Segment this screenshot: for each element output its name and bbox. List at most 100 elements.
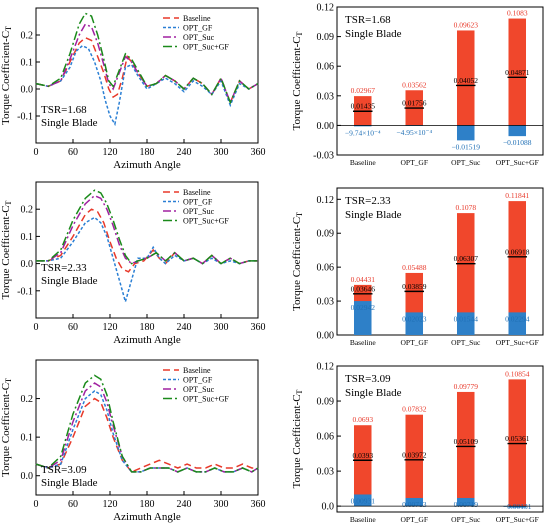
y-tick-label: 0.00	[317, 331, 335, 342]
value-label-mean: 0.01756	[402, 99, 427, 108]
plot-frame	[35, 181, 259, 319]
annotation-tsr: TSR=3.09	[345, 373, 391, 385]
value-label-total: 0.03562	[402, 80, 427, 89]
bar-total	[508, 18, 527, 126]
x-tick-label: 180	[140, 322, 155, 333]
y-tick-label: 0.03	[317, 91, 335, 102]
plot-frame	[336, 6, 544, 156]
value-label-lower: 0.02942	[351, 303, 376, 312]
x-tick-label: 300	[214, 499, 229, 510]
y-tick-label: 0.00	[317, 121, 335, 132]
x-tick-label: 0	[34, 322, 39, 333]
y-tick-label: 0.0	[21, 471, 34, 482]
bar-chart-2-y-axis-label: Torque Coefficient-CT	[291, 389, 304, 488]
legend-entry: OPT_Suc	[183, 385, 215, 394]
y-tick-label: 0.1	[21, 232, 34, 243]
line-chart-1: 0 60 120 180 240 300 360 -0.1 0.0 0.1 0.2 Azimuth A…	[17, 181, 266, 346]
bar-lower	[353, 125, 372, 127]
value-label-total: 0.1083	[507, 9, 528, 18]
annotation-blade: Single Blade	[345, 28, 402, 40]
x-tick-label: 0	[34, 499, 39, 510]
plot-frame	[336, 187, 544, 336]
bar-lower	[353, 494, 372, 507]
value-label-total: 0.07832	[402, 405, 427, 414]
bar-total	[353, 425, 372, 507]
y-tick-label: 0.1	[21, 58, 34, 69]
category-label: OPT_GF	[400, 338, 428, 347]
legend-entry: OPT_GF	[183, 198, 213, 207]
y-tick-label: 0.06	[317, 62, 335, 73]
x-tick-label: 300	[214, 322, 229, 333]
y-tick-label: 0.06	[317, 263, 335, 274]
annotation-tsr: TSR=2.33	[345, 195, 391, 207]
annotation-blade: Single Blade	[345, 209, 402, 221]
y-tick-label: 0.03	[317, 467, 335, 478]
x-tick-label: 60	[68, 147, 78, 158]
legend-entry: OPT_Suc+GF	[183, 395, 229, 404]
category-label: OPT_Suc	[451, 515, 481, 524]
y-tick-label: 0.09	[317, 32, 335, 43]
series-line-opt-gf	[36, 216, 258, 305]
legend-entry: Baseline	[183, 366, 211, 375]
y-tick-label: 0.12	[317, 362, 335, 373]
y-tick-label: -0.1	[17, 286, 33, 297]
bar-lower	[405, 312, 424, 335]
category-label: OPT_GF	[400, 158, 428, 167]
bar-lower	[405, 497, 424, 507]
x-axis-label: Azimuth Angle	[113, 511, 181, 523]
x-axis-label: Azimuth Angle	[113, 159, 181, 171]
series-line-opt-suc-gf	[35, 12, 259, 105]
category-label: Baseline	[350, 338, 376, 347]
annotation-tsr: TSR=3.09	[41, 464, 87, 476]
x-tick-label: 360	[251, 322, 266, 333]
value-label-mean: 0.06918	[505, 247, 530, 256]
value-label-lower: 0.00931	[351, 496, 376, 505]
bar-chart-1-y-axis-label: Torque Coefficient-CT	[291, 212, 304, 311]
value-label-lower: 0.00713	[402, 500, 427, 509]
category-label: OPT_GF	[400, 515, 428, 524]
value-label-mean: 0.06307	[454, 254, 479, 263]
y-tick-label: 0.0	[322, 502, 335, 513]
x-axis-label: Azimuth Angle	[113, 334, 181, 346]
y-tick-label: 0.1	[21, 433, 34, 444]
bar-lower	[508, 312, 527, 335]
value-label-lower: 0.01544	[454, 314, 479, 323]
annotation-blade: Single Blade	[345, 387, 402, 399]
bar-chart-0: -0.03 0.00 0.03 0.06 0.09 0.12 0.02967 0.01435 −…	[313, 3, 544, 167]
y-tick-label: 0.09	[317, 397, 335, 408]
x-tick-label: 120	[103, 499, 118, 510]
value-label-total: 0.04431	[351, 275, 376, 284]
legend-entry: Baseline	[183, 14, 211, 23]
category-label: OPT_Suc+GF	[496, 338, 539, 347]
x-tick-label: 240	[177, 147, 192, 158]
y-tick-label: 0.09	[317, 229, 335, 240]
value-label-lower: −9.74×10⁻⁴	[345, 128, 381, 137]
x-tick-label: 120	[103, 147, 118, 158]
value-label-total: 0.09623	[454, 20, 479, 29]
x-tick-label: 120	[103, 322, 118, 333]
value-label-lower: 0.02294	[505, 314, 530, 323]
bar-total	[456, 30, 475, 126]
legend-entry: Baseline	[183, 188, 211, 197]
value-label-total: 0.05488	[402, 263, 427, 272]
x-tick-label: 240	[177, 322, 192, 333]
bar-lower	[456, 312, 475, 335]
category-label: Baseline	[350, 158, 376, 167]
series-line-opt-suc-gf	[35, 374, 259, 473]
bar-total	[456, 391, 475, 507]
annotation-blade: Single Blade	[41, 117, 98, 129]
value-label-lower: 0.02023	[402, 314, 427, 323]
value-label-total: 0.02967	[351, 86, 376, 95]
category-label: OPT_Suc+GF	[496, 158, 539, 167]
y-tick-label: 0.12	[317, 195, 335, 206]
value-label-mean: 0.03972	[402, 450, 427, 459]
annotation-tsr: TSR=1.68	[41, 104, 87, 116]
plot-frame	[336, 365, 544, 513]
x-tick-label: 180	[140, 147, 155, 158]
category-label: Baseline	[350, 515, 376, 524]
legend-entry: OPT_Suc+GF	[183, 43, 229, 52]
annotation-tsr: TSR=1.68	[345, 14, 391, 26]
category-label: OPT_Suc+GF	[496, 515, 539, 524]
value-label-mean: 0.05361	[505, 434, 530, 443]
